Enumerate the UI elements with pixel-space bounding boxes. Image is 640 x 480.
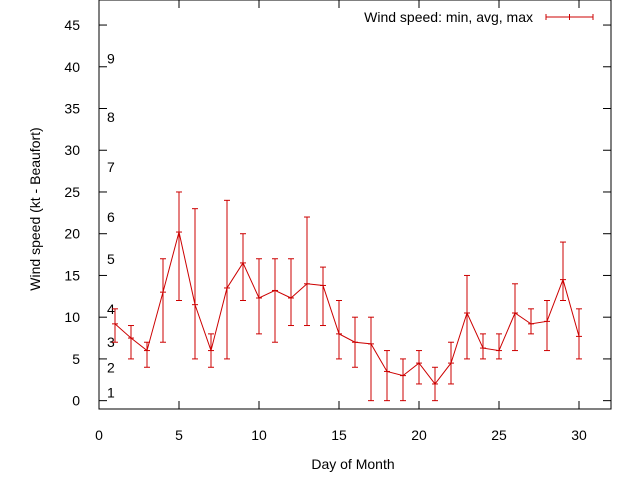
error-bar — [560, 241, 566, 301]
x-tick-label: 5 — [175, 427, 183, 443]
beaufort-label: 4 — [107, 301, 115, 317]
beaufort-label: 3 — [107, 334, 115, 350]
y-tick-label: 10 — [64, 309, 80, 325]
error-bar — [528, 308, 534, 335]
error-bar — [304, 216, 310, 327]
x-tick-label: 30 — [571, 427, 587, 443]
error-bar — [272, 258, 278, 343]
beaufort-label: 1 — [107, 384, 115, 400]
error-bar — [288, 258, 294, 327]
y-tick-label: 45 — [64, 17, 80, 33]
error-bar — [336, 299, 342, 360]
error-bar — [240, 233, 246, 301]
error-bar — [576, 308, 582, 360]
y-tick-label: 0 — [72, 393, 80, 409]
error-bar — [256, 258, 262, 335]
legend-label: Wind speed: min, avg, max — [364, 9, 533, 25]
beaufort-scale-labels: 1 2 3 4 5 6 7 8 9 — [107, 50, 115, 400]
beaufort-label: 6 — [107, 209, 115, 225]
error-bar — [544, 299, 550, 352]
plot-frame — [98, 0, 612, 410]
y-tick-label: 20 — [64, 226, 80, 242]
error-bar — [384, 350, 390, 402]
avg-line — [114, 231, 580, 385]
x-tick-label: 10 — [251, 427, 267, 443]
y-tick-label: 25 — [64, 184, 80, 200]
error-bar — [496, 333, 502, 360]
beaufort-label: 5 — [107, 251, 115, 267]
x-axis-label: Day of Month — [311, 456, 394, 472]
x-tick-label: 25 — [491, 427, 507, 443]
error-bar — [112, 308, 118, 343]
error-bar — [400, 358, 406, 402]
beaufort-label: 7 — [107, 159, 115, 175]
error-bar — [160, 258, 166, 343]
y-axis-label: Wind speed (kt - Beaufort) — [27, 127, 43, 290]
legend: Wind speed: min, avg, max — [364, 9, 594, 25]
legend-sample-line — [545, 14, 594, 20]
plot-area — [112, 191, 582, 402]
error-bar — [224, 199, 230, 360]
x-tick-label: 20 — [411, 427, 427, 443]
beaufort-label: 2 — [107, 359, 115, 375]
beaufort-label: 8 — [107, 109, 115, 125]
error-bar — [512, 283, 518, 352]
error-bar — [192, 208, 198, 360]
error-bar — [368, 316, 374, 402]
error-bar — [480, 333, 486, 360]
error-bar — [320, 266, 326, 327]
y-tick-label: 5 — [72, 351, 80, 367]
error-bar — [128, 325, 134, 360]
y-tick-label: 40 — [64, 59, 80, 75]
x-tick-label: 15 — [331, 427, 347, 443]
error-bar — [176, 191, 182, 301]
x-tick-label: 0 — [95, 427, 103, 443]
y-tick-label: 35 — [64, 101, 80, 117]
y-tick-label: 15 — [64, 267, 80, 283]
y-tick-label: 30 — [64, 142, 80, 158]
error-bar — [416, 350, 422, 385]
beaufort-label: 9 — [107, 50, 115, 66]
error-bar — [144, 341, 150, 368]
error-bar — [464, 274, 470, 360]
